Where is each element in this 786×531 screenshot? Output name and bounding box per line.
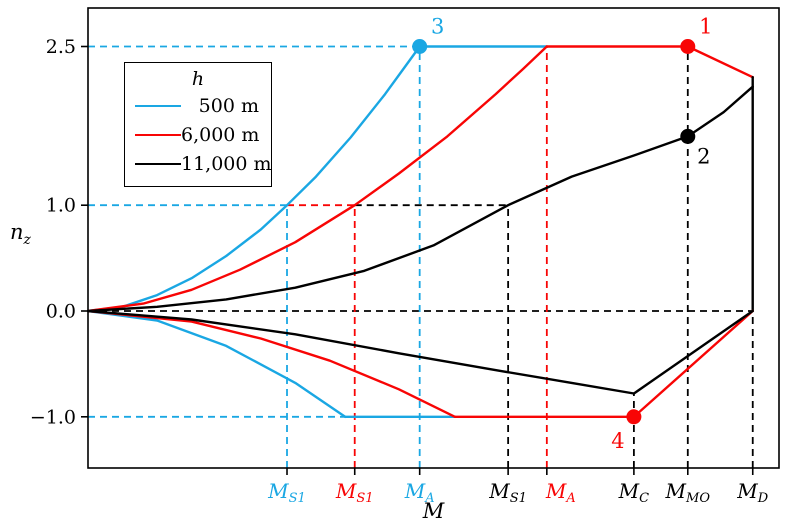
legend-entry-500m: 500 m	[135, 91, 261, 120]
envelope-6000m-dive-edge	[686, 45, 754, 79]
legend-line-6000m	[135, 133, 181, 136]
point-2-label: 2	[697, 144, 710, 168]
legend-label-500m: 500 m	[198, 94, 259, 117]
envelope-11000m-negative-dive-edge	[632, 309, 754, 395]
x-tick-label-s1-cyan: MS1	[267, 479, 306, 506]
envelope-500m-negative-stall	[86, 309, 347, 418]
x-tick-label-a-red: MA	[545, 479, 576, 506]
point-1-label: 1	[699, 15, 712, 39]
envelope-6000m-negative-stall	[86, 309, 457, 418]
legend-line-500m	[135, 104, 181, 107]
legend: h 500 m 6,000 m 11,000 m	[124, 62, 272, 187]
x-tick-label-s1-black: MS1	[488, 479, 527, 506]
point-1-dot	[680, 39, 696, 54]
y-tick-label: 1.0	[46, 195, 76, 217]
point-2-dot	[680, 128, 696, 144]
y-axis-title-main: n	[10, 220, 24, 244]
x-tick-label-mo-black: MMO	[665, 479, 711, 506]
legend-label-11000m: 11,000 m	[181, 152, 272, 175]
legend-line-11000m	[135, 162, 181, 165]
point-4-label: 4	[611, 429, 624, 453]
envelope-500m-positive-stall	[86, 45, 421, 313]
x-tick-label-d-black: MD	[736, 479, 768, 506]
point-4-dot	[626, 409, 642, 425]
y-axis-title-sub: z	[23, 232, 31, 249]
y-tick-label: 0.0	[46, 301, 76, 323]
x-tick-label-s1-red: MS1	[335, 479, 374, 506]
envelope-6000m-positive-stall	[86, 45, 548, 313]
y-tick-label: −1.0	[30, 406, 76, 428]
legend-entry-6000m: 6,000 m	[135, 120, 261, 149]
envelope-6000m-negative-dive-edge	[632, 309, 754, 418]
x-axis-title: M	[88, 499, 779, 523]
legend-label-6000m: 6,000 m	[181, 123, 260, 146]
axes-frame	[87, 7, 780, 469]
point-3-label: 3	[431, 15, 444, 39]
legend-entry-11000m: 11,000 m	[135, 149, 272, 178]
y-axis-title: nz	[10, 220, 31, 248]
x-tick-label-c-black: MC	[618, 479, 649, 506]
point-3-dot	[412, 39, 428, 54]
legend-title: h	[191, 68, 205, 90]
envelope-11000m-negative-stall	[86, 309, 636, 395]
x-axis-title-text: M	[422, 499, 445, 523]
y-tick-label: 2.5	[46, 36, 76, 58]
x-tick-label-a-cyan: MA	[404, 479, 435, 506]
